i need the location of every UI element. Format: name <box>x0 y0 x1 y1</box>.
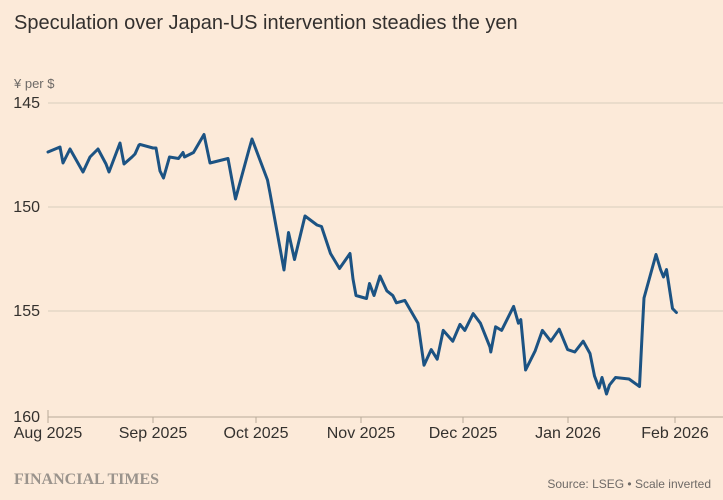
svg-text:Oct 2025: Oct 2025 <box>224 425 289 442</box>
svg-text:155: 155 <box>13 303 40 320</box>
svg-text:Nov 2025: Nov 2025 <box>327 425 396 442</box>
svg-text:Aug 2025: Aug 2025 <box>14 425 83 442</box>
svg-text:150: 150 <box>13 199 40 216</box>
svg-text:Jan 2026: Jan 2026 <box>535 425 601 442</box>
svg-text:Sep 2025: Sep 2025 <box>119 425 188 442</box>
svg-text:160: 160 <box>13 409 40 426</box>
svg-text:Dec 2025: Dec 2025 <box>429 425 498 442</box>
svg-text:145: 145 <box>13 95 40 112</box>
svg-text:Feb 2026: Feb 2026 <box>641 425 709 442</box>
